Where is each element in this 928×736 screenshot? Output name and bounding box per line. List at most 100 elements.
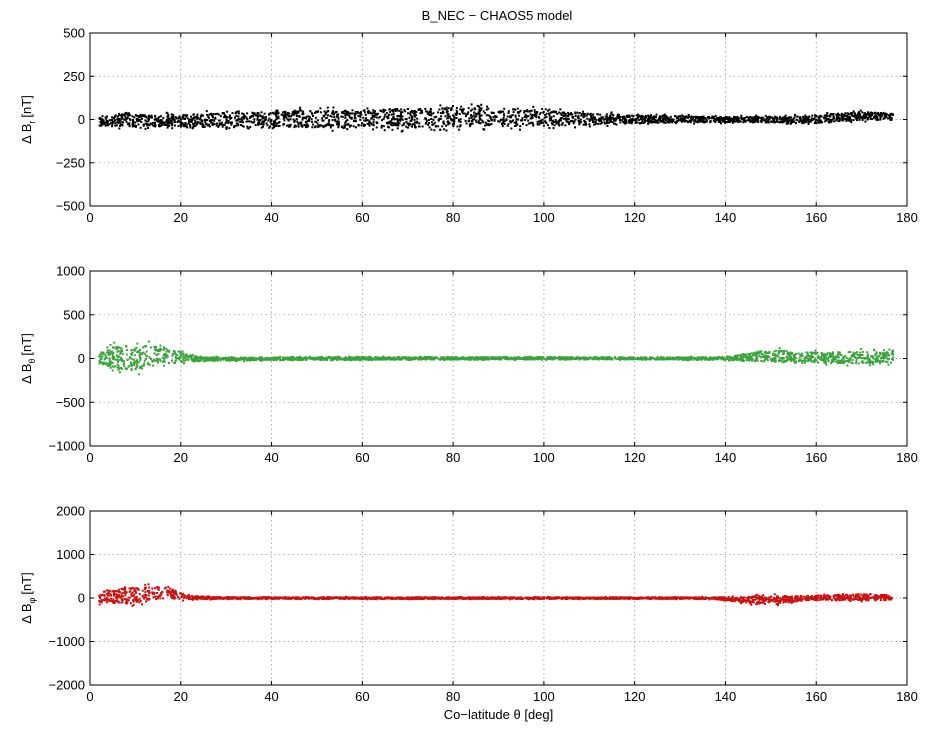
scatter-point (189, 124, 191, 126)
scatter-point (784, 361, 786, 363)
scatter-point (363, 110, 365, 112)
scatter-point (123, 363, 125, 365)
scatter-point (384, 116, 386, 118)
scatter-point (152, 125, 154, 127)
scatter-point (447, 115, 449, 117)
scatter-point (692, 117, 694, 119)
scatter-point (739, 354, 741, 356)
scatter-point (264, 116, 266, 118)
scatter-point (513, 111, 515, 113)
scatter-point (729, 117, 731, 119)
scatter-point (145, 116, 147, 118)
scatter-point (428, 119, 430, 121)
scatter-point (837, 354, 839, 356)
scatter-point (361, 122, 363, 124)
scatter-point (228, 127, 230, 129)
scatter-point (861, 111, 863, 113)
scatter-point (421, 112, 423, 114)
scatter-point (131, 115, 133, 117)
scatter-point (130, 362, 132, 364)
scatter-point (169, 118, 171, 120)
scatter-point (366, 119, 368, 121)
scatter-point (690, 117, 692, 119)
scatter-point (553, 127, 555, 129)
scatter-point (783, 353, 785, 355)
scatter-point (441, 108, 443, 110)
scatter-point (892, 114, 894, 116)
scatter-point (762, 356, 764, 358)
scatter-point (177, 351, 179, 353)
scatter-point (379, 116, 381, 118)
scatter-point (342, 112, 344, 114)
scatter-point (688, 114, 690, 116)
scatter-point (877, 119, 879, 121)
scatter-point (191, 121, 193, 123)
scatter-point (631, 122, 633, 124)
scatter-point (484, 112, 486, 114)
scatter-point (804, 121, 806, 123)
scatter-point (647, 122, 649, 124)
scatter-point (633, 115, 635, 117)
scatter-point (521, 117, 523, 119)
scatter-point (491, 358, 493, 360)
scatter-point (592, 121, 594, 123)
scatter-point (623, 116, 625, 118)
scatter-point (418, 126, 420, 128)
scatter-point (833, 115, 835, 117)
scatter-point (331, 116, 333, 118)
scatter-point (146, 356, 148, 358)
scatter-point (820, 122, 822, 124)
scatter-point (136, 343, 138, 345)
scatter-point (537, 356, 539, 358)
scatter-point (241, 117, 243, 119)
scatter-point (335, 111, 337, 113)
scatter-point (341, 126, 343, 128)
scatter-point (583, 124, 585, 126)
scatter-point (466, 357, 468, 359)
scatter-point (316, 122, 318, 124)
scatter-point (155, 118, 157, 120)
scatter-point (728, 360, 730, 362)
scatter-point (828, 121, 830, 123)
y-tick-label: −250 (56, 155, 85, 170)
scatter-point (304, 117, 306, 119)
scatter-point (197, 121, 199, 123)
scatter-point (106, 121, 108, 123)
scatter-point (283, 118, 285, 120)
scatter-point (263, 124, 265, 126)
scatter-point (273, 113, 275, 115)
scatter-point (659, 115, 661, 117)
scatter-point (326, 358, 328, 360)
scatter-point (438, 109, 440, 111)
scatter-point (312, 115, 314, 117)
scatter-point (866, 351, 868, 353)
scatter-point (111, 124, 113, 126)
scatter-point (862, 351, 864, 353)
scatter-point (440, 112, 442, 114)
scatter-point (192, 126, 194, 128)
scatter-point (700, 116, 702, 118)
scatter-point (425, 123, 427, 125)
scatter-point (307, 124, 309, 126)
scatter-point (185, 116, 187, 118)
scatter-point (781, 359, 783, 361)
x-tick-label: 20 (174, 210, 188, 225)
scatter-point (183, 125, 185, 127)
scatter-point (828, 360, 830, 362)
scatter-point (296, 112, 298, 114)
scatter-point (428, 112, 430, 114)
scatter-point (109, 365, 111, 367)
scatter-point (175, 357, 177, 359)
scatter-point (261, 123, 263, 125)
scatter-point (231, 121, 233, 123)
scatter-point (532, 106, 534, 108)
scatter-point (141, 118, 143, 120)
scatter-point (635, 118, 637, 120)
scatter-point (501, 119, 503, 121)
scatter-point (440, 118, 442, 120)
scatter-point (548, 113, 550, 115)
scatter-point (333, 116, 335, 118)
scatter-point (396, 124, 398, 126)
scatter-point (112, 346, 114, 348)
scatter-point (149, 364, 151, 366)
